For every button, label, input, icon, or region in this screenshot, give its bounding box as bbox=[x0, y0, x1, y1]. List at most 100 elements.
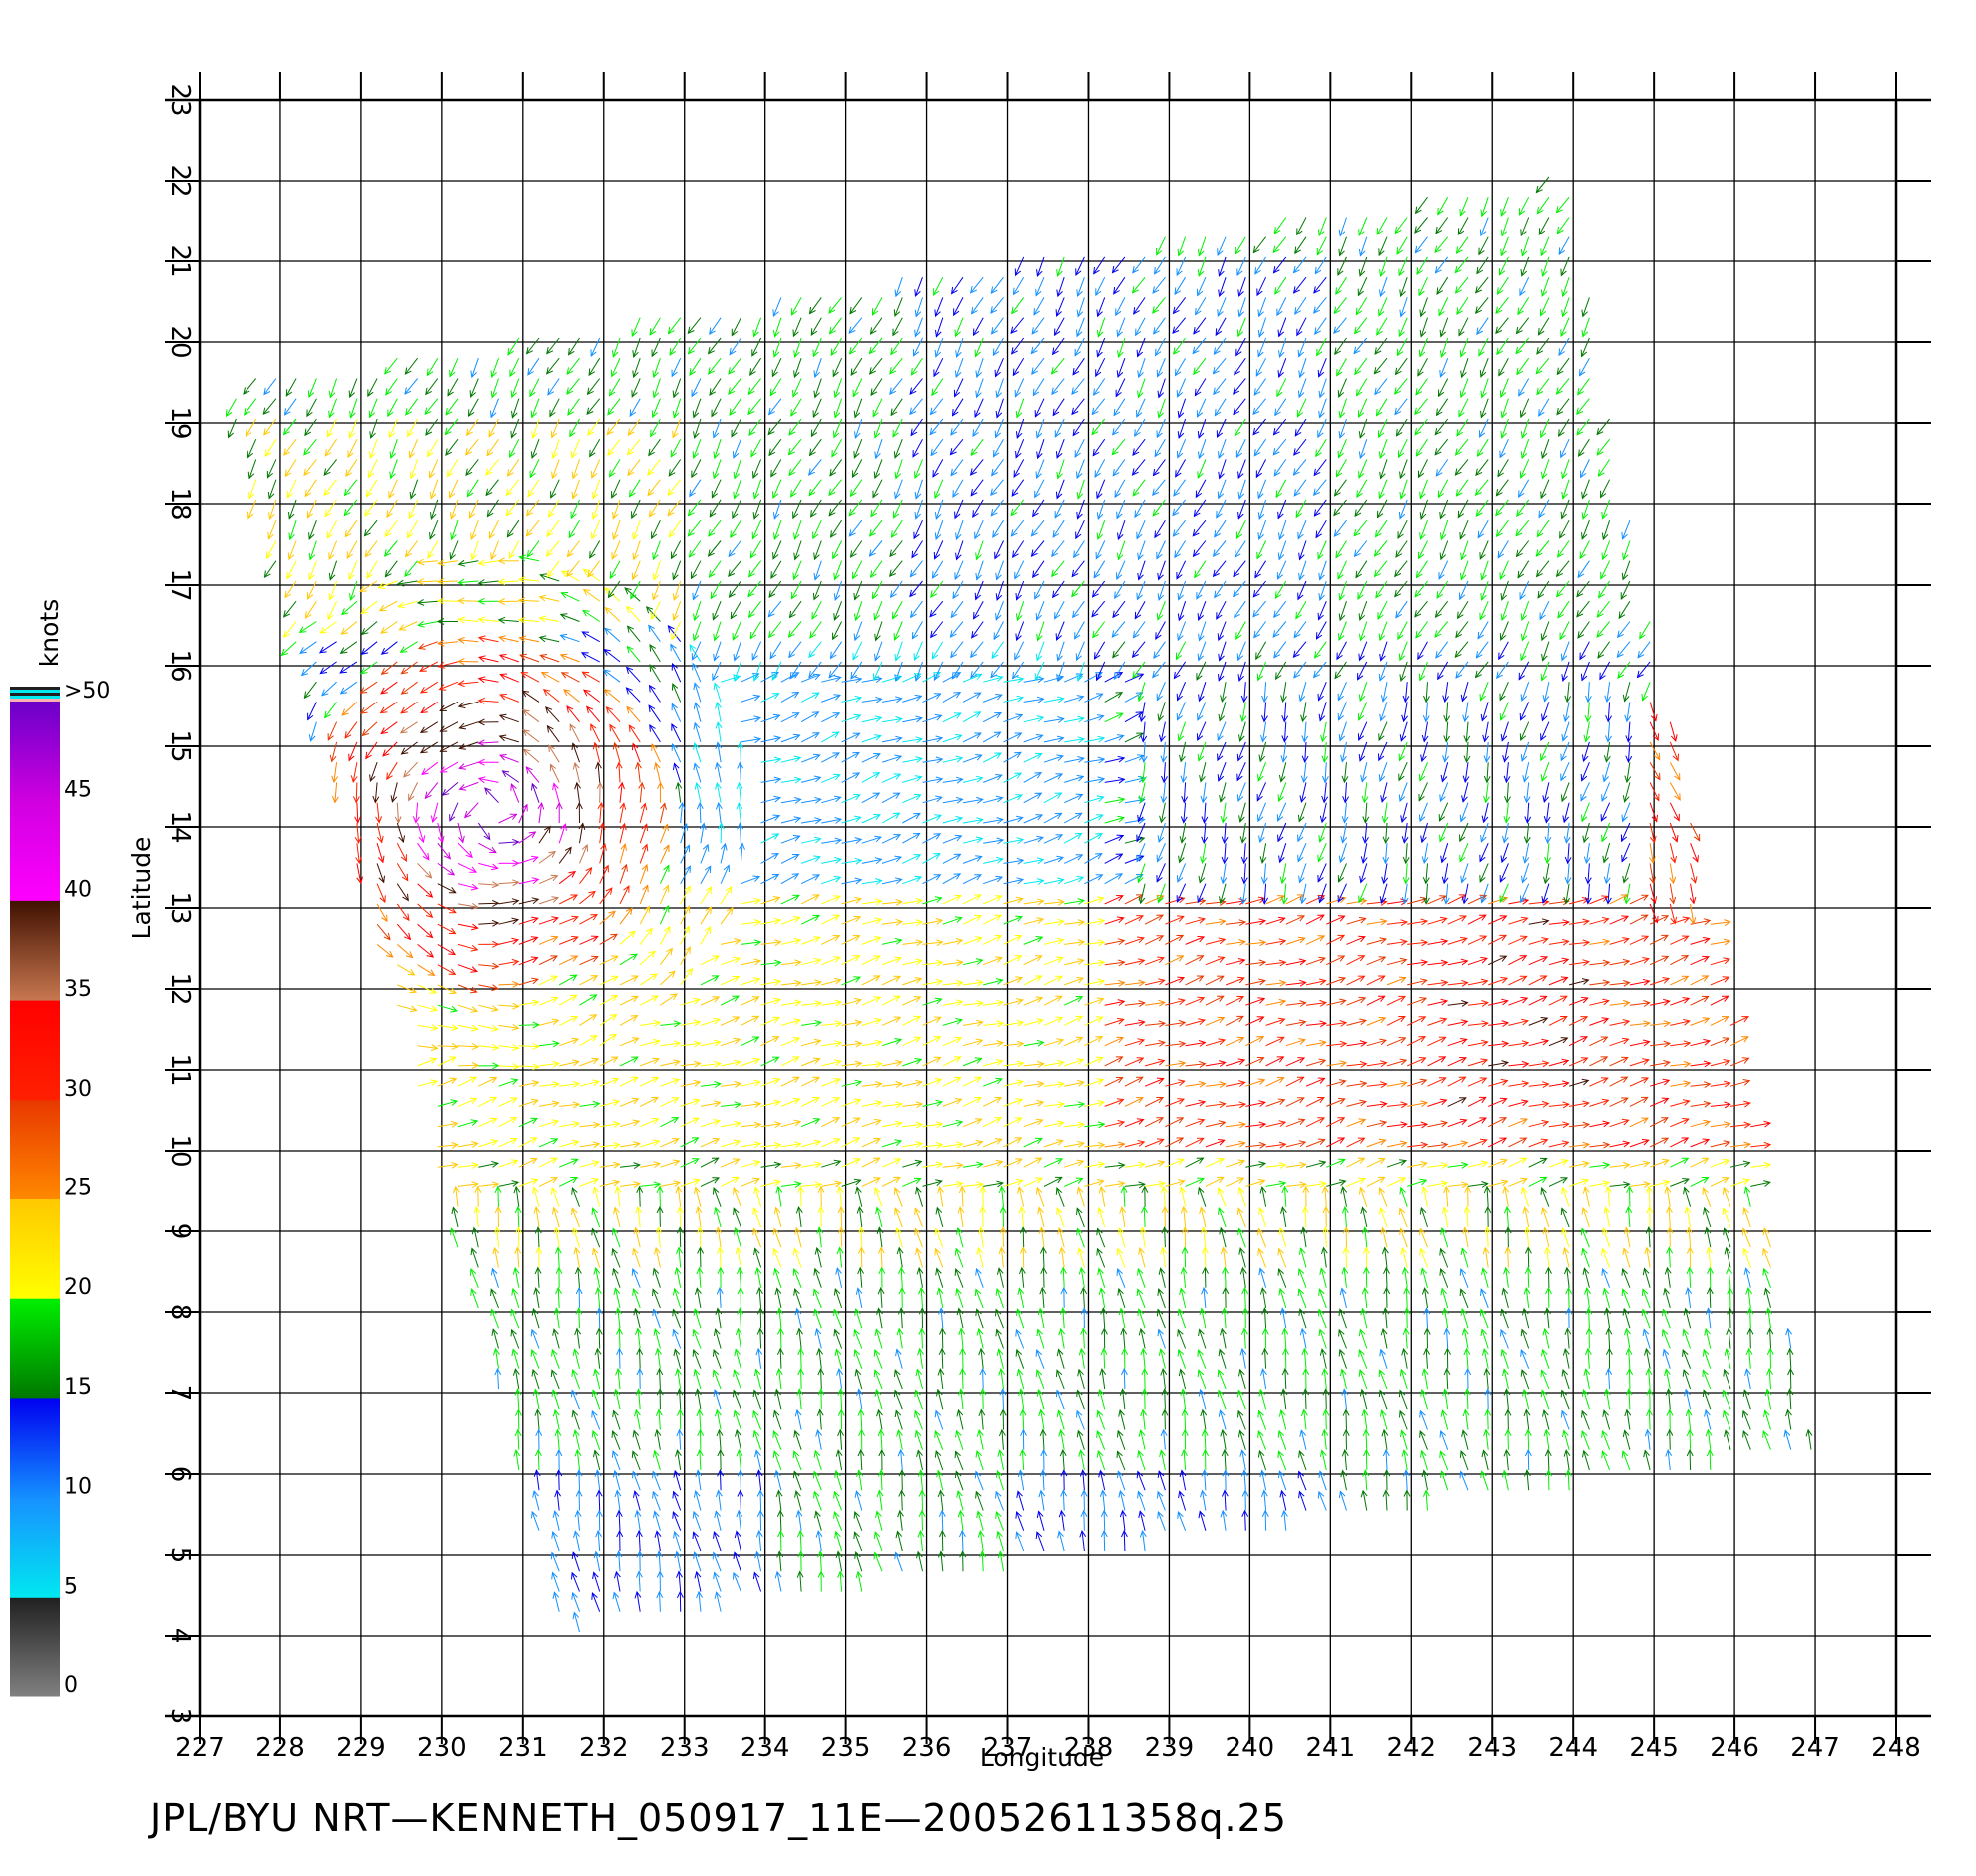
wind-vector bbox=[527, 357, 540, 376]
wind-vector bbox=[1298, 1450, 1307, 1471]
wind-vector bbox=[942, 938, 964, 945]
wind-vector bbox=[1218, 641, 1227, 662]
wind-vector bbox=[619, 953, 638, 966]
wind-vector bbox=[902, 775, 923, 783]
wind-vector bbox=[974, 1470, 984, 1491]
wind-vector bbox=[1542, 1409, 1550, 1430]
wind-vector bbox=[1003, 998, 1024, 1006]
wind-vector bbox=[1236, 317, 1246, 338]
wind-vector bbox=[700, 926, 712, 945]
wind-vector bbox=[1342, 782, 1350, 804]
wind-vector bbox=[446, 459, 459, 478]
wind-vector bbox=[1337, 560, 1347, 580]
wind-vector bbox=[1305, 1117, 1326, 1128]
wind-vector bbox=[593, 1449, 601, 1471]
wind-vector bbox=[897, 1448, 905, 1471]
wind-vector bbox=[1320, 1246, 1328, 1268]
wind-vector bbox=[1265, 979, 1287, 987]
wind-vector bbox=[571, 1369, 580, 1390]
wind-vector bbox=[1459, 1267, 1469, 1288]
wind-vector bbox=[720, 1158, 741, 1168]
wind-vector bbox=[1084, 896, 1105, 905]
wind-vector bbox=[797, 1550, 805, 1572]
wind-vector bbox=[1180, 1205, 1188, 1227]
wind-vector bbox=[1333, 297, 1347, 315]
wind-vector bbox=[1265, 1036, 1285, 1047]
wind-vector bbox=[1338, 418, 1347, 439]
wind-vector bbox=[861, 1018, 882, 1026]
wind-vector bbox=[1198, 1328, 1207, 1349]
wind-vector bbox=[579, 994, 598, 1006]
wind-vector bbox=[881, 1158, 902, 1168]
wind-vector bbox=[769, 378, 782, 397]
wind-vector bbox=[1165, 1060, 1187, 1068]
wind-vector bbox=[1710, 1037, 1730, 1047]
wind-vector bbox=[893, 1389, 903, 1410]
wind-vector bbox=[378, 600, 398, 612]
wind-vector bbox=[1517, 297, 1530, 316]
wind-vector bbox=[1018, 1205, 1026, 1227]
wind-vector bbox=[1212, 357, 1227, 375]
wind-vector bbox=[660, 1159, 681, 1168]
wind-vector bbox=[1032, 560, 1045, 579]
wind-vector bbox=[527, 479, 540, 498]
wind-vector bbox=[997, 1449, 1005, 1471]
wind-vector bbox=[801, 1019, 823, 1027]
wind-vector bbox=[1503, 1205, 1511, 1227]
wind-vector bbox=[1589, 1141, 1611, 1149]
wind-vector bbox=[579, 1014, 598, 1026]
wind-vector bbox=[1427, 1141, 1449, 1149]
x-tick-label: 234 bbox=[741, 1733, 790, 1763]
wind-vector bbox=[1398, 1207, 1408, 1228]
wind-vector bbox=[1467, 1096, 1487, 1107]
wind-vector bbox=[812, 337, 822, 358]
wind-vector bbox=[439, 701, 459, 712]
wind-vector bbox=[1258, 1267, 1267, 1288]
wind-vector bbox=[1499, 863, 1509, 883]
wind-vector bbox=[1084, 1121, 1106, 1129]
wind-vector bbox=[1015, 601, 1025, 622]
wind-vector bbox=[619, 1119, 641, 1128]
wind-vector bbox=[1479, 1308, 1489, 1329]
wind-vector bbox=[760, 1016, 781, 1026]
wind-vector bbox=[870, 499, 883, 518]
wind-vector bbox=[408, 499, 419, 520]
wind-vector bbox=[751, 337, 762, 357]
wind-vector bbox=[1338, 1328, 1347, 1349]
wind-vector bbox=[693, 742, 702, 763]
wind-vector bbox=[361, 721, 378, 737]
wind-vector bbox=[1318, 560, 1327, 581]
wind-vector bbox=[1508, 1080, 1530, 1088]
wind-vector bbox=[568, 519, 580, 539]
wind-vector bbox=[1420, 1267, 1428, 1288]
wind-vector bbox=[780, 894, 800, 905]
wind-vector bbox=[1222, 1266, 1229, 1288]
wind-vector bbox=[1221, 843, 1229, 865]
wind-vector bbox=[1454, 641, 1469, 659]
wind-vector bbox=[396, 842, 407, 862]
wind-vector bbox=[1326, 1117, 1346, 1128]
wind-vector bbox=[1104, 895, 1124, 905]
wind-vector bbox=[861, 1177, 881, 1187]
wind-vector bbox=[1528, 1038, 1550, 1047]
wind-vector bbox=[1338, 1308, 1347, 1329]
colorbar-label: 5 bbox=[64, 1574, 78, 1599]
wind-vector bbox=[955, 1287, 964, 1309]
wind-vector bbox=[833, 418, 843, 439]
wind-vector bbox=[741, 875, 761, 885]
wind-vector bbox=[1535, 176, 1550, 194]
wind-vector bbox=[348, 560, 358, 581]
y-tick-label: 7 bbox=[165, 1385, 195, 1402]
wind-vector bbox=[1560, 1389, 1570, 1410]
wind-vector bbox=[1141, 1388, 1149, 1410]
wind-vector bbox=[1457, 499, 1469, 519]
wind-vector bbox=[1359, 863, 1368, 884]
wind-vector bbox=[1585, 1327, 1593, 1349]
wind-vector bbox=[308, 540, 317, 561]
wind-vector bbox=[1193, 499, 1207, 518]
wind-vector bbox=[1018, 1266, 1026, 1288]
wind-vector bbox=[1558, 236, 1570, 256]
wind-vector bbox=[655, 1226, 663, 1248]
wind-vector bbox=[1540, 236, 1550, 257]
wind-vector bbox=[1180, 802, 1188, 824]
